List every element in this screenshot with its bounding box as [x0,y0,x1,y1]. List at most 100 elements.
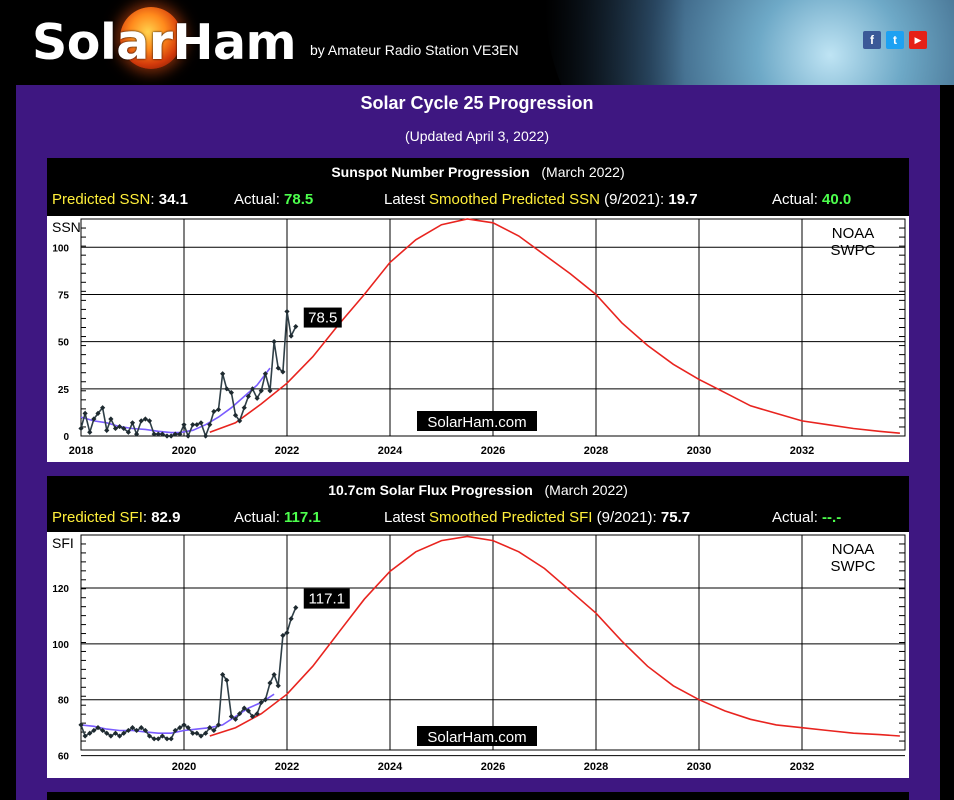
ssn-predicted-value: 34.1 [158,191,188,208]
ssn-smoothed-actual-label: Actual: [772,191,818,208]
y-tick-label: 0 [63,432,69,443]
observed-point [215,722,222,728]
observed-point [95,410,101,416]
observed-point [129,420,136,426]
observed-point [215,406,222,413]
observed-point [95,725,101,731]
x-tick-label: 2022 [275,445,299,457]
ssn-latest-label: Latest [384,191,425,208]
ssn-title-text: Sunspot Number Progression [331,164,530,180]
observed-point [151,736,157,742]
observed-point [254,395,260,401]
observed-point [293,604,299,611]
latest-value-box [303,588,350,609]
observed-point [87,730,93,736]
observed-point [168,433,174,439]
x-tick-label: 2026 [481,445,505,457]
sfi-smoothed-value: 75.7 [660,509,691,526]
ssn-smoothed-value: 19.7 [668,191,698,208]
agency-label: NOAA [832,225,875,242]
observed-point [237,418,243,424]
observed-point [159,431,165,437]
observed-point [91,416,97,422]
observed-point [172,431,178,437]
ssn-panel: Sunspot Number Progression (March 2022) … [47,158,909,462]
sfi-smoothed-actual-label: Actual: [772,509,818,526]
ssn-smoothed-date: (9/2021): [604,191,665,208]
observed-point [203,730,209,736]
observed-point [211,727,217,734]
twitter-icon[interactable]: t [886,31,904,49]
observed-point [164,736,170,742]
observed-point [220,371,226,377]
observed-point [232,412,239,418]
observed-point [100,727,106,734]
observed-point [121,730,127,736]
observed-point [185,725,191,731]
observed-point [232,716,239,722]
page-title: Solar Cycle 25 Progression [360,93,594,113]
observed-point [271,339,277,345]
observed-point [284,630,290,636]
site-logo[interactable]: SolarHam [32,14,297,71]
observed-point [194,730,200,736]
latest-value-label: 78.5 [308,310,337,327]
observed-point [254,711,260,717]
observed-point [267,680,273,686]
y-tick-label: 25 [58,385,70,396]
observed-point [258,388,264,394]
sun-logo-icon [120,7,182,69]
facebook-icon[interactable]: f [863,31,881,49]
ssn-smoothed-actual-value: 40.0 [822,191,852,208]
x-tick-label: 2028 [584,445,608,457]
x-tick-label: 2018 [69,445,93,457]
youtube-icon[interactable]: ▶ [909,31,927,49]
observed-point [198,420,204,426]
observed-point [112,730,119,736]
observed-point [104,427,110,433]
site-header: SolarHam by Amateur Radio Station VE3EN … [0,0,954,85]
sfi-actual-label: Actual: [234,509,280,526]
observed-point [138,418,144,424]
plot-frame [80,534,906,751]
latest-value-box [303,307,342,328]
x-tick-label: 2030 [687,445,711,457]
observed-point [108,416,114,422]
y-tick-label: 100 [52,243,69,254]
y-tick-label: 50 [58,338,70,349]
observed-point [284,308,290,315]
ssn-predicted-label: Predicted SSN [52,191,151,208]
sfi-smoothed-actual-value: --.- [822,509,842,526]
agency-label: SWPC [831,242,876,259]
observed-point [142,416,148,422]
x-tick-label: 2024 [378,761,403,773]
predicted-curve [209,218,900,434]
predicted-curve [209,535,900,737]
y-tick-label: 60 [58,752,70,763]
y-tick-label: 120 [52,584,69,595]
sfi-actual-value: 117.1 [284,509,321,526]
observed-point [271,672,277,678]
ssn-title-period: (March 2022) [541,164,625,180]
observed-point [181,722,187,728]
observed-line [80,607,297,740]
x-tick-label: 2032 [790,445,814,457]
watermark-box [417,411,537,431]
observed-point [190,730,196,736]
observed-point [117,423,123,430]
observed-point [241,705,247,711]
x-tick-label: 2024 [378,445,403,457]
sfi-title-period: (March 2022) [544,482,628,498]
sfi-smoothed-label: Smoothed Predicted SFI [429,509,593,526]
sfi-panel-title: 10.7cm Solar Flux Progression (March 202… [47,482,909,498]
observed-point [155,431,161,437]
ssn-actual-value: 78.5 [284,191,314,208]
observed-point [207,725,213,731]
x-tick-label: 2028 [584,761,608,773]
observed-point [168,736,174,742]
watermark-box [417,726,537,746]
sfi-predicted-label: Predicted SFI [52,509,143,526]
observed-point [258,699,264,706]
ssn-smoothed-label: Smoothed Predicted SSN [429,191,600,208]
observed-point [288,333,294,339]
